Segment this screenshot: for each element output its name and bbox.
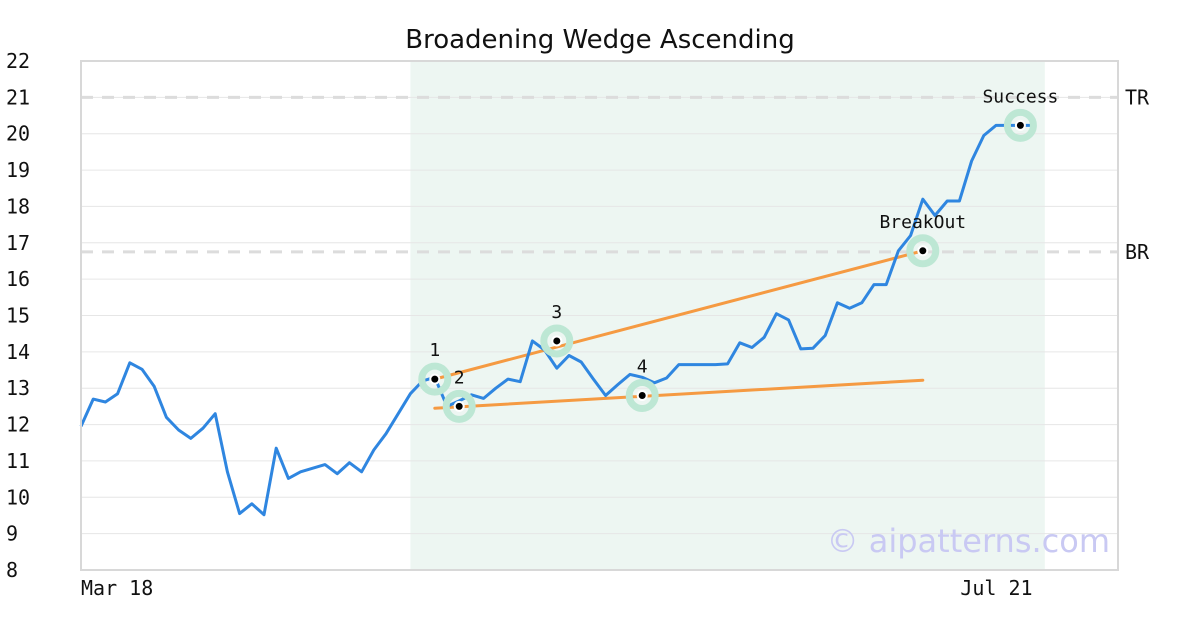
marker-label: Success — [982, 86, 1058, 107]
x-axis: Mar 18 Jul 21 — [81, 576, 1033, 600]
marker-label: 2 — [454, 367, 465, 388]
y-tick-label: 11 — [6, 449, 30, 473]
trend-lines — [433, 249, 925, 410]
y-tick-label: 20 — [6, 122, 30, 146]
trend-line — [433, 249, 925, 381]
y-tick-label: 8 — [6, 558, 18, 582]
y-tick-label: 9 — [6, 522, 18, 546]
marker-label: 1 — [429, 340, 440, 361]
marker-label: 4 — [637, 356, 648, 377]
marker-point — [917, 245, 929, 257]
y-tick-label: 15 — [6, 304, 30, 328]
pattern-markers: 12 3 4 BreakOut Success — [418, 86, 1058, 423]
marker-point — [429, 373, 441, 385]
marker-label: 3 — [551, 302, 562, 323]
level-label: BR — [1125, 240, 1150, 264]
trend-line — [433, 378, 925, 410]
y-tick-label: 14 — [6, 340, 30, 364]
chart-title: Broadening Wedge Ascending — [405, 25, 795, 55]
y-tick-label: 12 — [6, 413, 30, 437]
y-tick-label: 13 — [6, 376, 30, 400]
watermark: © aipatterns.com — [827, 522, 1110, 560]
y-tick-label: 16 — [6, 267, 30, 291]
y-tick-label: 17 — [6, 231, 30, 255]
marker-halo — [906, 234, 940, 268]
y-tick-label: 10 — [6, 485, 30, 509]
marker-point — [1014, 119, 1026, 131]
marker-point — [551, 335, 563, 347]
marker-point — [453, 400, 465, 412]
y-tick-label: 19 — [6, 158, 30, 182]
y-tick-label: 22 — [6, 49, 30, 73]
price-series — [79, 123, 1033, 517]
y-tick-label: 18 — [6, 194, 30, 218]
marker-halo — [418, 362, 452, 396]
x-tick-label: Jul 21 — [960, 576, 1032, 600]
marker-halo — [625, 378, 659, 412]
plot-frame — [80, 60, 1119, 571]
level-lines: TR BR — [81, 85, 1150, 264]
marker-halo — [540, 324, 574, 358]
marker-halo — [1003, 108, 1037, 142]
x-tick-label: Mar 18 — [81, 576, 153, 600]
marker-label: BreakOut — [879, 212, 966, 233]
y-axis: 8 9 10 11 12 13 14 15 16 17 18 19 20 21 22 — [6, 49, 30, 582]
y-tick-label: 21 — [6, 85, 30, 109]
level-label: TR — [1125, 85, 1150, 109]
marker-point — [636, 389, 648, 401]
marker-halo — [442, 389, 476, 423]
series-line — [79, 123, 1033, 517]
